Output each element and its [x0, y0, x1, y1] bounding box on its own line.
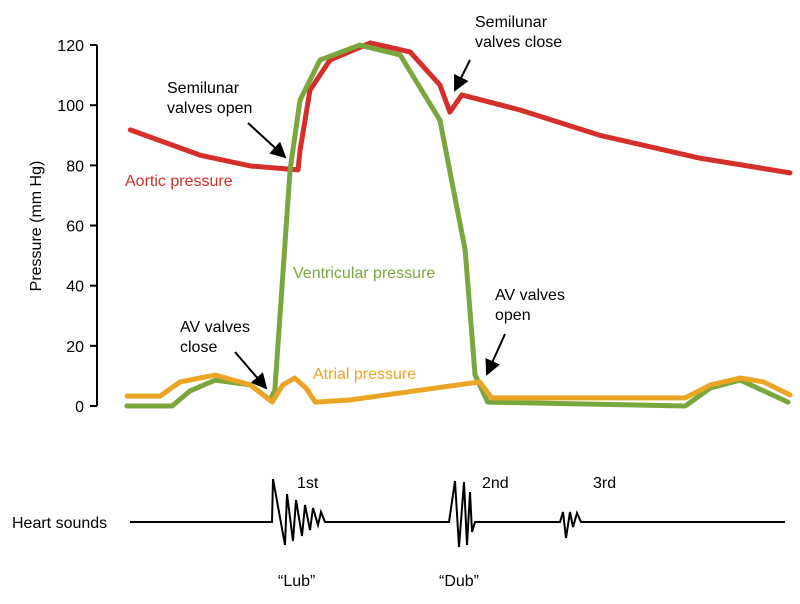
y-tick-label: 40	[66, 279, 84, 296]
y-axis: 0 20 40 60 80 100 120	[57, 38, 98, 416]
y-tick-label: 60	[66, 219, 84, 236]
heart-sounds-trace	[130, 478, 785, 548]
arrow-av-close	[234, 351, 268, 390]
annotation-semilunar-open: Semilunar valves open	[167, 80, 252, 117]
sound-1-label: 1st	[297, 475, 319, 492]
series-label-atrial: Atrial pressure	[313, 366, 416, 383]
y-tick-label: 20	[66, 339, 84, 356]
annotation-semilunar-close: Semilunar valves close	[475, 14, 562, 51]
heart-sounds-label: Heart sounds	[12, 515, 107, 532]
series-line-aortic	[127, 40, 793, 176]
series-label-aortic: Aortic pressure	[125, 173, 233, 190]
arrow-semilunar-close	[454, 59, 471, 92]
series-label-ventricular: Ventricular pressure	[293, 265, 435, 282]
sound-1-word: “Lub”	[278, 573, 315, 590]
y-tick-label: 120	[57, 38, 84, 55]
sound-3-label: 3rd	[593, 475, 616, 492]
series-line-ventricular	[124, 42, 791, 409]
arrow-semilunar-open	[247, 122, 287, 159]
sound-2-label: 2nd	[482, 475, 509, 492]
y-tick-label: 80	[66, 158, 84, 175]
arrow-av-open	[485, 333, 506, 376]
annotation-av-close: AV valves close	[180, 319, 250, 356]
sound-2-word: “Dub”	[439, 573, 479, 590]
y-tick-label: 0	[75, 399, 84, 416]
y-tick-label: 100	[57, 98, 84, 115]
series-line-atrial	[124, 372, 793, 405]
annotations: Semilunar valves open Semilunar valves clos…	[167, 14, 565, 356]
y-axis-label: Pressure (mm Hg)	[28, 161, 45, 292]
annotation-av-open: AV valves open	[495, 287, 565, 324]
